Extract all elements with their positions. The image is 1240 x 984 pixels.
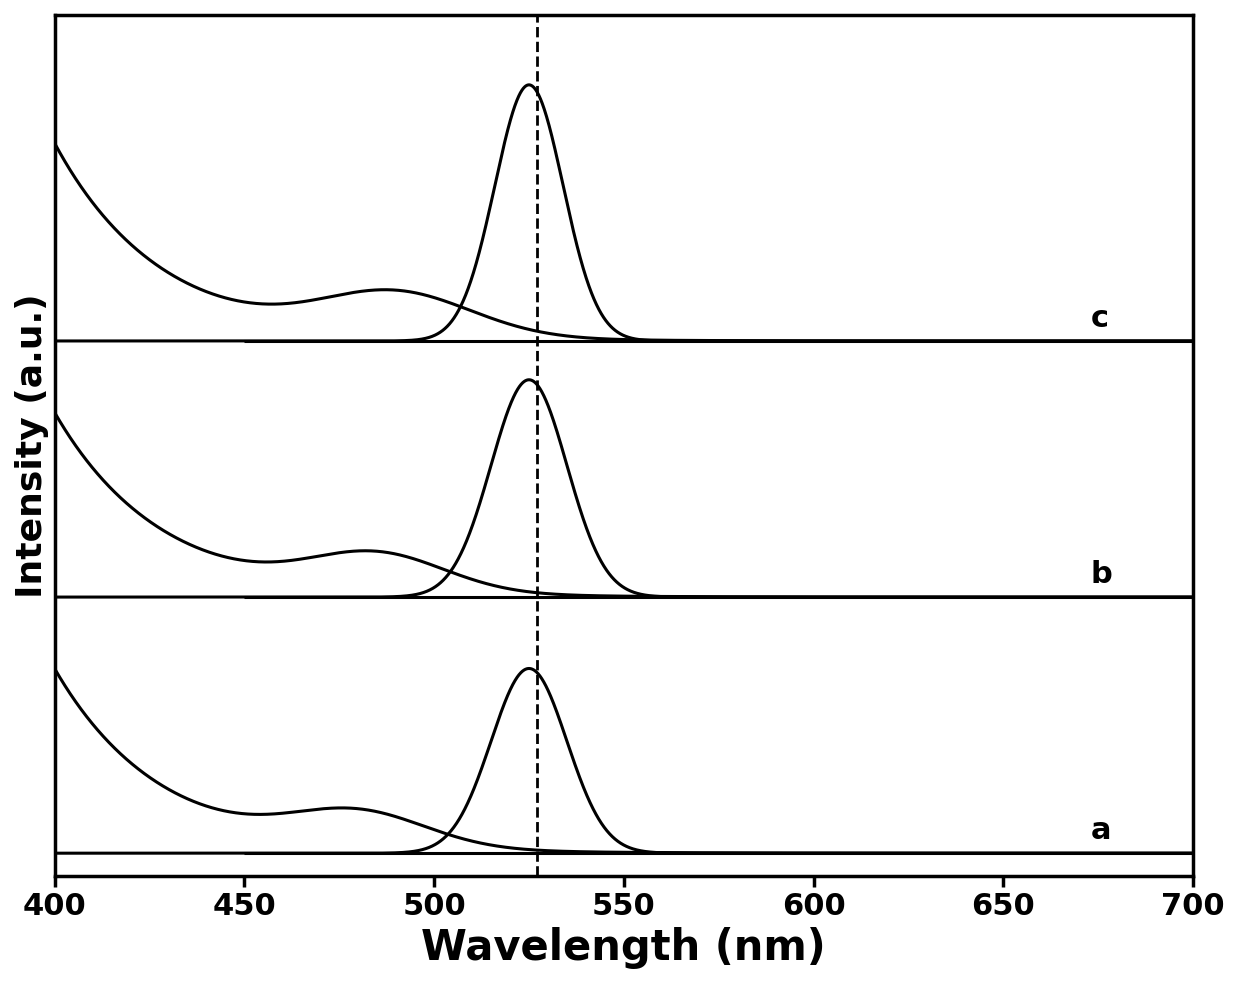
Y-axis label: Intensity (a.u.): Intensity (a.u.) <box>15 293 50 598</box>
Text: b: b <box>1091 560 1112 589</box>
Text: c: c <box>1091 304 1109 334</box>
X-axis label: Wavelength (nm): Wavelength (nm) <box>422 927 826 969</box>
Text: a: a <box>1091 817 1111 845</box>
